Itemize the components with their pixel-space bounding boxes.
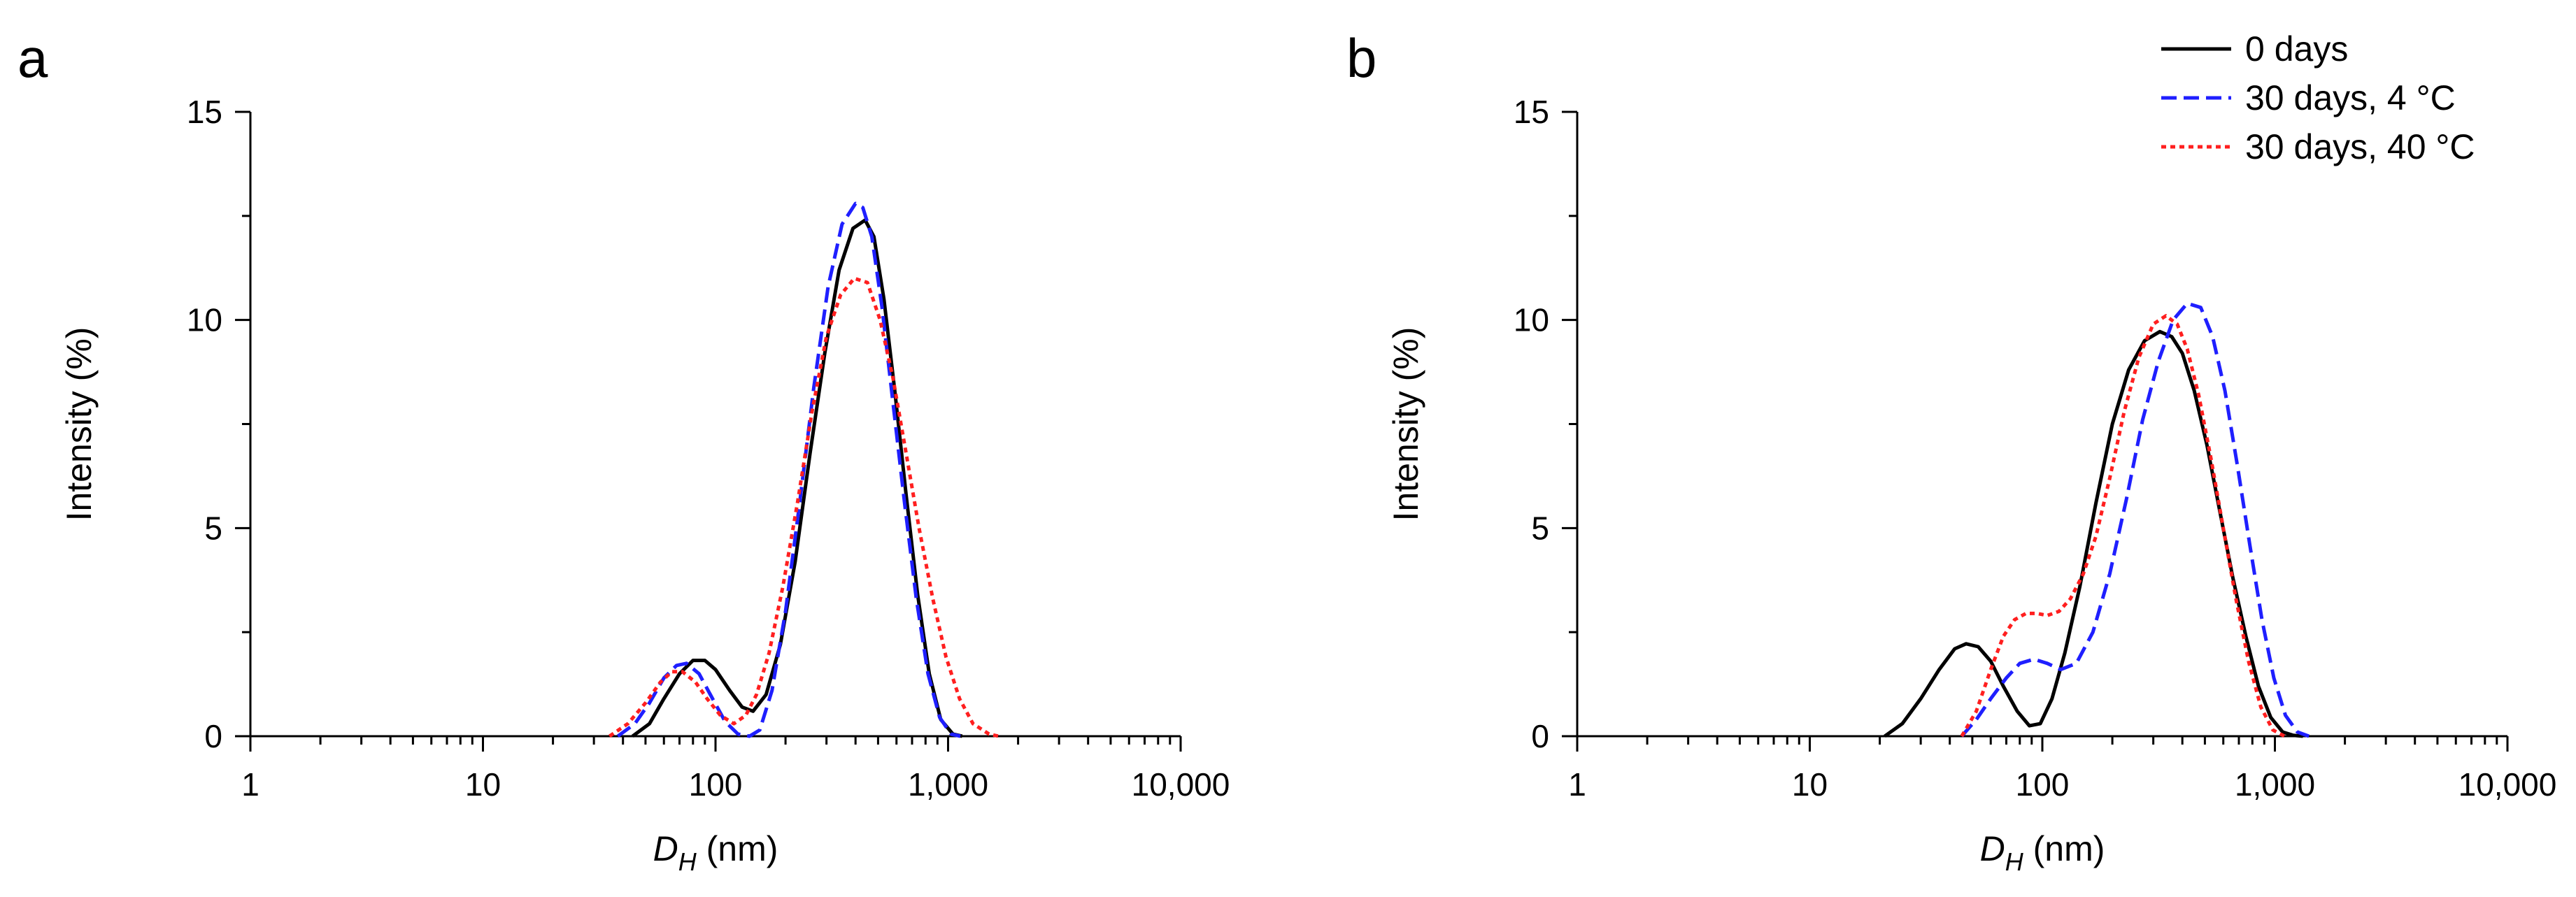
- y-tick-label: 10: [187, 302, 222, 338]
- x-tick-label: 1,000: [2235, 766, 2315, 803]
- x-tick-label: 10,000: [1132, 766, 1230, 803]
- x-tick-label: 1,000: [908, 766, 988, 803]
- x-tick-label: 1: [1568, 766, 1586, 803]
- y-tick-label: 0: [1531, 718, 1549, 754]
- x-axis-title-unit: (nm): [697, 829, 778, 868]
- y-tick-label: 5: [1531, 510, 1549, 546]
- legend-label: 0 days: [2245, 29, 2348, 69]
- series-line-30-days-40-c: [608, 276, 999, 738]
- legend-label: 30 days, 40 °C: [2245, 127, 2475, 166]
- x-tick-label: 100: [2016, 766, 2070, 803]
- y-tick-label: 10: [1514, 302, 1549, 338]
- x-axis-title-symbol: D: [1980, 829, 2005, 868]
- x-axis-title: DH (nm): [1980, 829, 2105, 876]
- legend-label: 30 days, 4 °C: [2245, 78, 2456, 117]
- y-tick-label: 15: [187, 94, 222, 130]
- panel-b: b 1 10 100 1,000 10,000 0 5 10 15 Intensity (%) DH …: [1346, 27, 2556, 876]
- series-line-30-days-4-c: [1960, 301, 2310, 738]
- y-tick-label: 0: [204, 718, 222, 754]
- x-tick-label: 10: [465, 766, 501, 803]
- x-tick-label: 10,000: [2458, 766, 2557, 803]
- x-axis-title-subscript: H: [2005, 847, 2024, 876]
- series-line-30-days-40-c: [1960, 314, 2286, 738]
- x-tick-label: 1: [241, 766, 259, 803]
- x-axis-title-unit: (nm): [2023, 829, 2105, 868]
- y-tick-label: 5: [204, 510, 222, 546]
- x-axis-title-symbol: D: [653, 829, 678, 868]
- panel-letter: a: [17, 27, 48, 89]
- x-axis-title: DH (nm): [653, 829, 778, 876]
- y-tick-label: 15: [1514, 94, 1549, 130]
- series-line-0-days: [631, 218, 963, 738]
- panel-a: a 1 10 100 1,000 10,000 0 5 10 15 Intensity (%) DH …: [17, 27, 1230, 876]
- x-axis-title-subscript: H: [678, 847, 697, 876]
- y-axis-title: Intensity (%): [1386, 327, 1425, 522]
- x-tick-label: 10: [1792, 766, 1828, 803]
- panel-letter: b: [1346, 27, 1376, 89]
- series-line-0-days: [1884, 329, 2303, 738]
- x-tick-label: 100: [689, 766, 743, 803]
- series-line-30-days-4-c: [616, 201, 961, 738]
- legend: 0 days 30 days, 4 °C 30 days, 40 °C: [2161, 29, 2475, 166]
- y-axis-title: Intensity (%): [59, 327, 99, 522]
